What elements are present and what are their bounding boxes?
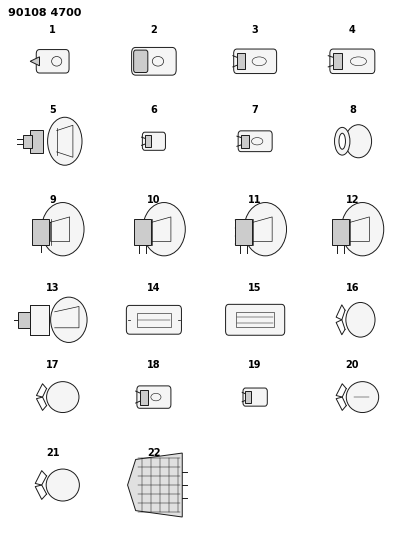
Polygon shape: [145, 135, 151, 147]
Polygon shape: [245, 391, 251, 403]
Polygon shape: [333, 53, 342, 69]
Ellipse shape: [51, 297, 87, 342]
FancyBboxPatch shape: [30, 130, 43, 153]
FancyBboxPatch shape: [126, 305, 181, 334]
Text: 18: 18: [147, 360, 161, 370]
Text: 6: 6: [151, 104, 157, 115]
Ellipse shape: [346, 302, 375, 337]
Text: 20: 20: [345, 360, 359, 370]
Ellipse shape: [345, 125, 372, 158]
Ellipse shape: [339, 133, 345, 149]
Text: 4: 4: [349, 25, 356, 35]
Text: 9: 9: [49, 195, 56, 205]
FancyBboxPatch shape: [134, 50, 148, 72]
FancyBboxPatch shape: [137, 386, 171, 408]
Ellipse shape: [346, 382, 379, 413]
FancyBboxPatch shape: [226, 304, 285, 335]
Ellipse shape: [47, 117, 82, 165]
Polygon shape: [18, 312, 30, 328]
Ellipse shape: [244, 203, 287, 256]
FancyBboxPatch shape: [134, 219, 151, 245]
Ellipse shape: [335, 127, 350, 155]
Text: 7: 7: [252, 104, 258, 115]
Polygon shape: [237, 53, 245, 69]
Ellipse shape: [341, 203, 384, 256]
FancyBboxPatch shape: [330, 49, 375, 74]
Text: 13: 13: [46, 283, 60, 293]
Text: 10: 10: [147, 195, 161, 205]
Text: 2: 2: [151, 25, 157, 35]
FancyBboxPatch shape: [238, 131, 272, 151]
Text: 16: 16: [345, 283, 359, 293]
FancyBboxPatch shape: [132, 47, 176, 75]
Polygon shape: [140, 390, 148, 405]
Ellipse shape: [47, 382, 79, 413]
FancyBboxPatch shape: [23, 135, 32, 148]
Text: 17: 17: [46, 360, 60, 370]
Text: 11: 11: [248, 195, 262, 205]
Ellipse shape: [42, 203, 84, 256]
Text: 8: 8: [349, 104, 356, 115]
Polygon shape: [241, 135, 249, 148]
Text: 12: 12: [345, 195, 359, 205]
FancyBboxPatch shape: [332, 219, 349, 245]
FancyBboxPatch shape: [234, 49, 277, 74]
FancyBboxPatch shape: [235, 219, 252, 245]
Text: 14: 14: [147, 283, 161, 293]
Text: 21: 21: [46, 448, 60, 458]
FancyBboxPatch shape: [143, 132, 165, 150]
Polygon shape: [128, 453, 182, 517]
Ellipse shape: [143, 203, 185, 256]
Polygon shape: [30, 57, 40, 66]
Text: 5: 5: [49, 104, 56, 115]
Text: 90108 4700: 90108 4700: [8, 8, 81, 18]
FancyBboxPatch shape: [32, 219, 49, 245]
FancyBboxPatch shape: [36, 50, 69, 73]
Text: 19: 19: [248, 360, 262, 370]
FancyBboxPatch shape: [243, 388, 267, 406]
FancyBboxPatch shape: [30, 305, 49, 335]
Text: 1: 1: [49, 25, 56, 35]
Text: 15: 15: [248, 283, 262, 293]
Text: 22: 22: [147, 448, 161, 458]
Text: 3: 3: [252, 25, 258, 35]
Ellipse shape: [46, 469, 79, 501]
